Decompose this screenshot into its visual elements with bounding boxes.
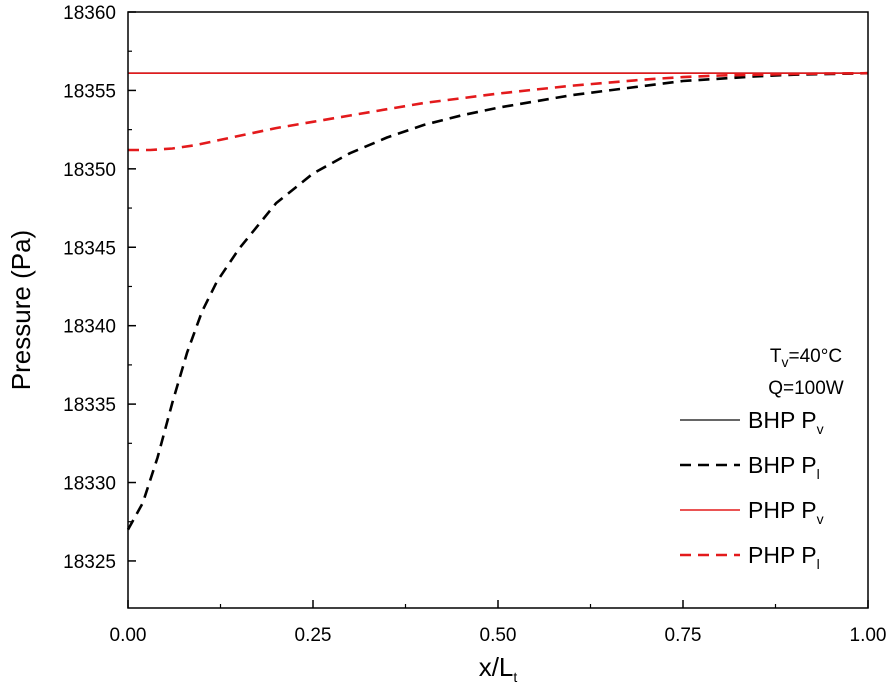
series-lines <box>126 71 869 531</box>
x-tick-label: 0.50 <box>480 625 517 646</box>
y-tick-label: 18330 <box>63 474 116 495</box>
legend-label-4: PHP Pl <box>748 542 820 572</box>
legend-label-2: BHP Pl <box>748 452 820 482</box>
y-tick-label: 18360 <box>63 3 116 24</box>
y-tick-label: 18350 <box>63 160 116 181</box>
x-tick-label: 1.00 <box>850 625 887 646</box>
y-tick-label: 18340 <box>63 317 116 338</box>
annotation-line-1: Tv=40°C <box>770 346 842 370</box>
y-tick-label: 18325 <box>63 552 116 573</box>
series-line-2 <box>126 71 869 531</box>
x-axis-title: x/Lt <box>479 652 518 685</box>
legend: BHP Pv BHP Pl PHP Pv PHP Pl <box>680 407 824 572</box>
annotation-line-2: Q=100W <box>768 378 844 399</box>
annotations: Tv=40°C Q=100W <box>768 346 844 399</box>
plot-frame <box>127 11 869 609</box>
x-tick-label: 0.00 <box>110 625 147 646</box>
y-tick-label: 18345 <box>63 238 116 259</box>
x-tick-label: 0.25 <box>295 625 332 646</box>
y-tick-label: 18335 <box>63 395 116 416</box>
tick-labels: 0.00 0.25 0.50 0.75 1.00 18325 18330 18335 18340… <box>63 3 886 646</box>
legend-label-3: PHP Pv <box>748 497 824 527</box>
series-line-4 <box>128 71 869 152</box>
x-tick-label: 0.75 <box>665 625 702 646</box>
legend-label-1: BHP Pv <box>748 407 824 437</box>
y-axis-title: Pressure (Pa) <box>6 230 36 390</box>
y-tick-label: 18355 <box>63 81 116 102</box>
